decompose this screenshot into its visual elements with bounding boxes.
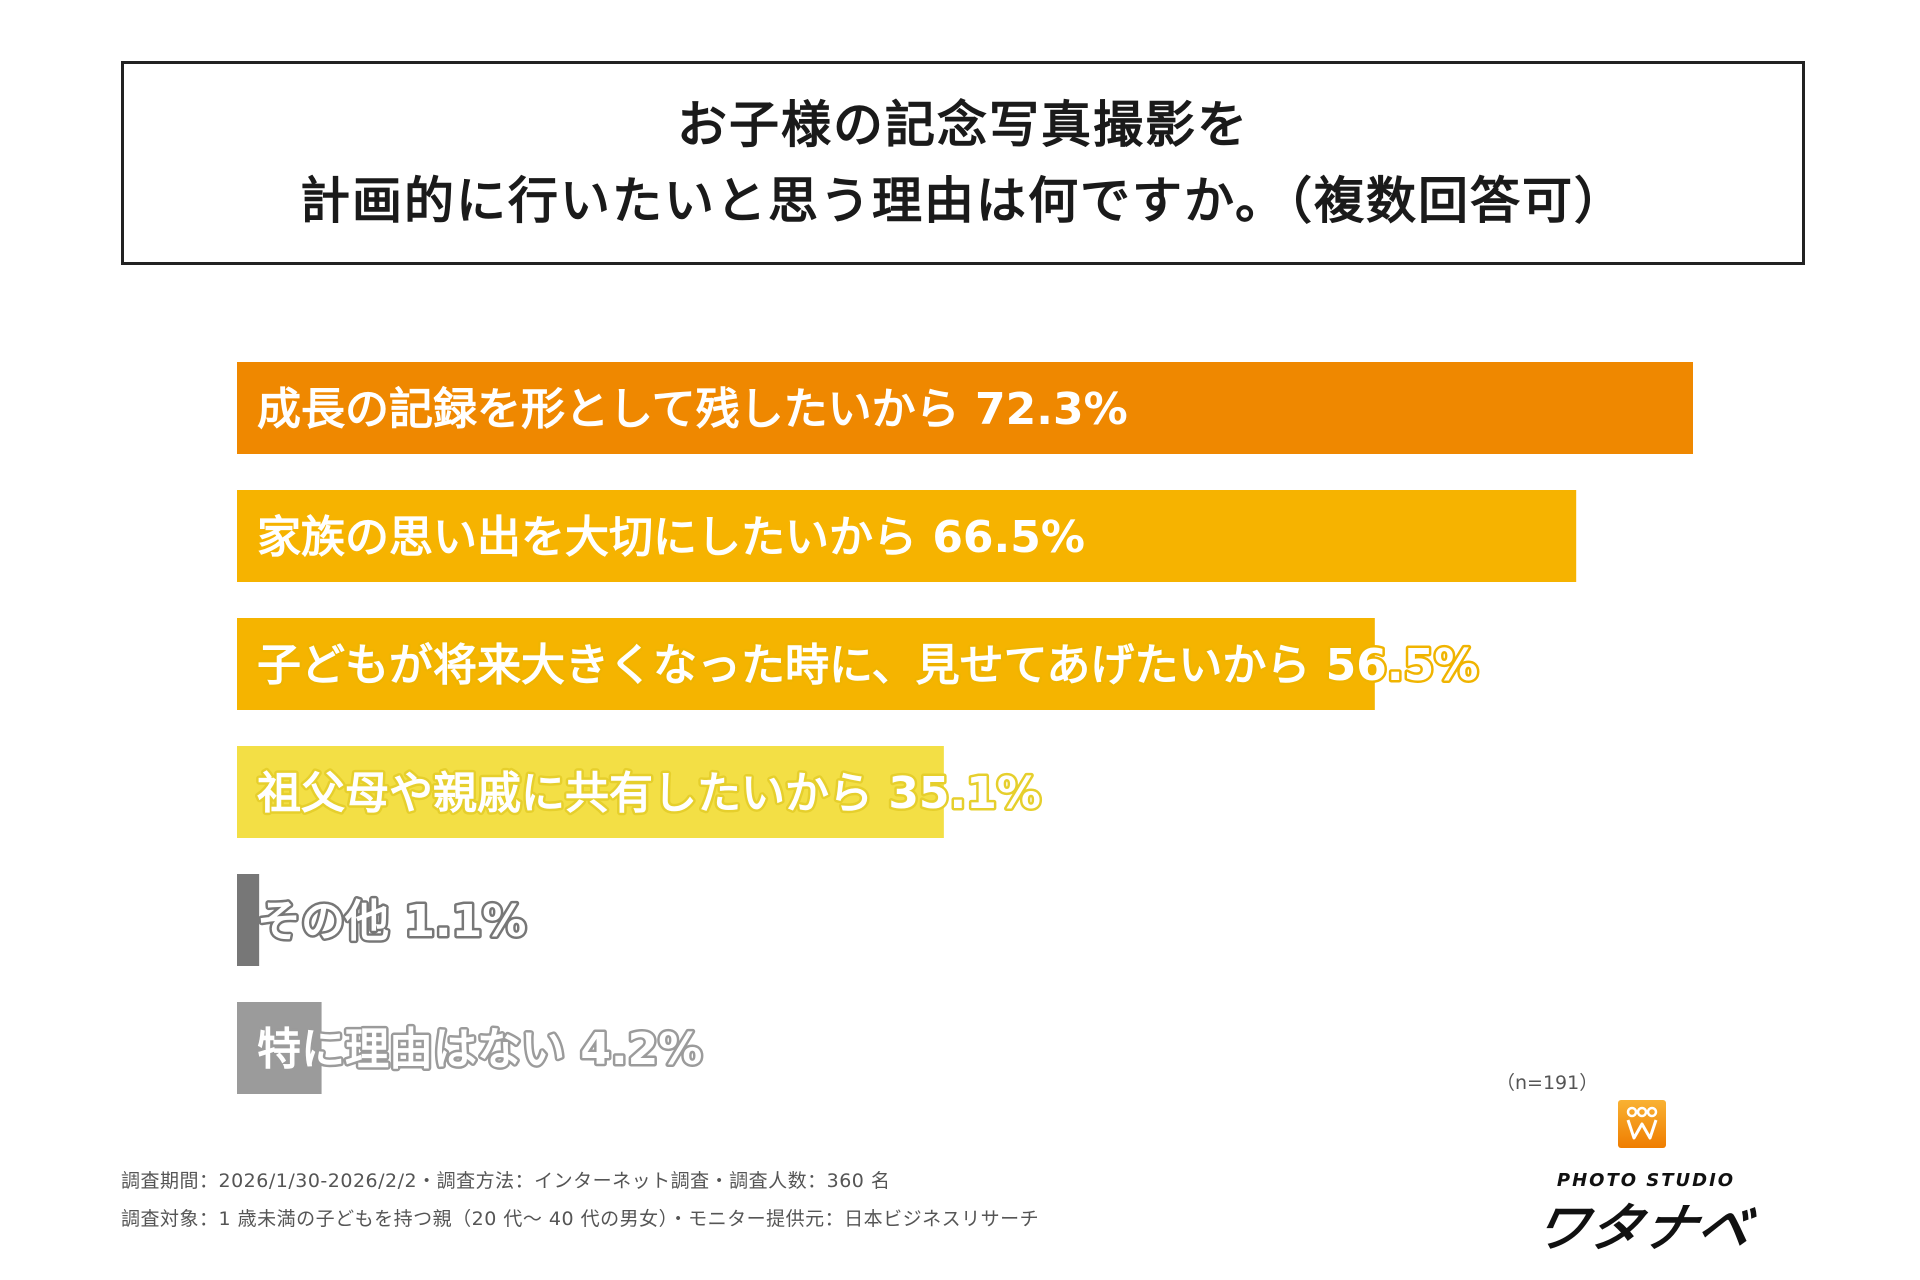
bar-label-3: 子どもが将来大きくなった時に、見せてあげたいから 56.5% (257, 640, 1478, 691)
bar-value-1: 72.3% (960, 384, 1128, 435)
chart-title-line-1: お子様の記念写真撮影を (677, 96, 1249, 154)
bar-value-5: 1.1% (389, 896, 526, 947)
chart-title-box: お子様の記念写真撮影を 計画的に行いたいと思う理由は何ですか。（複数回答可） (121, 61, 1805, 265)
photo-studio-watanabe-logo: PHOTO STUDIO ワタナベ (1480, 1100, 1810, 1259)
bar-category-1: 成長の記録を形として残したいから (257, 384, 960, 435)
bar-label-2: 家族の思い出を大切にしたいから 66.5% (257, 512, 1085, 563)
bar-3 (237, 618, 1375, 710)
survey-footer-line-2: 調査対象：1 歳未満の子どもを持つ親（20 代～ 40 代の男女）・モニター提供… (121, 1208, 1040, 1230)
bar-6 (237, 1002, 322, 1094)
bar-value-3: 56.5% (1310, 640, 1478, 691)
bar-1 (237, 362, 1693, 454)
survey-footer-line-1: 調査期間：2026/1/30-2026/2/2・調査方法：インターネット調査・調… (121, 1170, 891, 1192)
logo-name: ワタナベ (1529, 1199, 1759, 1259)
chart-title-line-2: 計画的に行いたいと思う理由は何ですか。（複数回答可） (300, 172, 1626, 230)
bar-label-4: 祖父母や親戚に共有したいから 35.1% (257, 768, 1041, 819)
bar-5 (237, 874, 260, 966)
crown-w-logo-icon (1618, 1100, 1666, 1148)
bar-2 (237, 490, 1577, 582)
bar-category-6: 特に理由はない (257, 1024, 565, 1075)
bar-category-2: 家族の思い出を大切にしたいから (257, 512, 917, 563)
bar-label-6: 特に理由はない 4.2% (257, 1024, 702, 1075)
bar-value-2: 66.5% (917, 512, 1085, 563)
bar-label-5: その他 1.1% (257, 896, 526, 947)
sample-size-note: （n=191） (1496, 1072, 1599, 1094)
logo-subtitle: PHOTO STUDIO (1556, 1170, 1736, 1191)
bar-value-4: 35.1% (873, 768, 1041, 819)
bar-label-1: 成長の記録を形として残したいから 72.3% (257, 384, 1128, 435)
bar-category-4: 祖父母や親戚に共有したいから (257, 768, 873, 819)
bar-4 (237, 746, 944, 838)
bar-value-6: 4.2% (565, 1024, 702, 1075)
bar-category-3: 子どもが将来大きくなった時に、見せてあげたいから (257, 640, 1310, 691)
bar-category-5: その他 (257, 896, 389, 947)
